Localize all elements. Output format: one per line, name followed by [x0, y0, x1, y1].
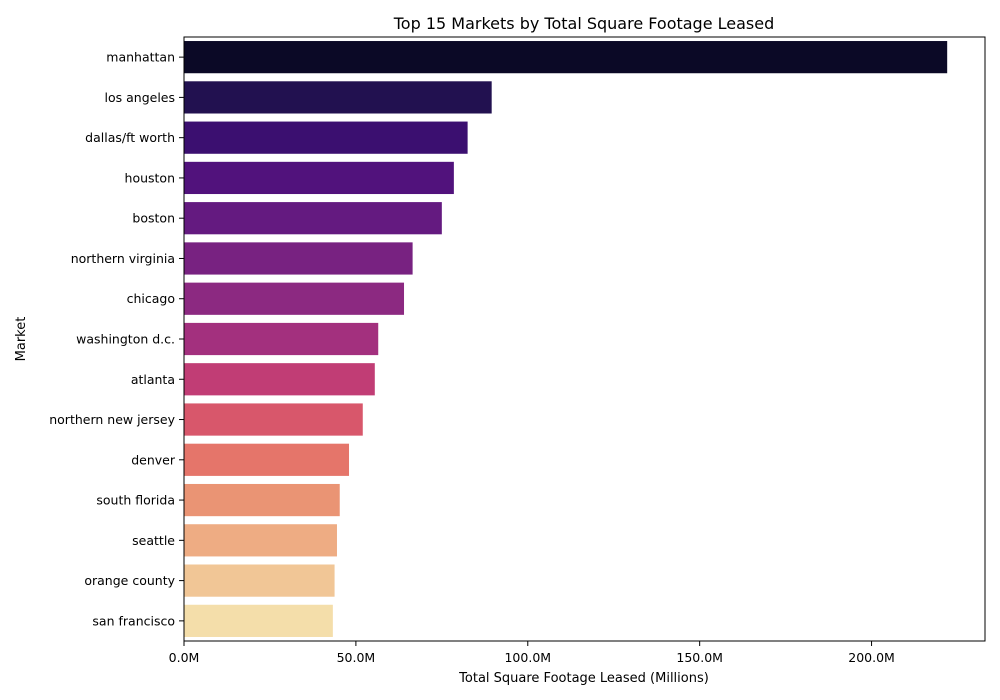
bar-northern-new-jersey [184, 403, 363, 436]
y-tick-label: atlanta [131, 372, 175, 387]
y-axis-label: Market [14, 317, 29, 362]
bar-dallas-ft-worth [184, 121, 468, 154]
bar-orange-county [184, 564, 335, 597]
y-tick-label: denver [131, 452, 176, 467]
y-tick-label: houston [125, 170, 175, 185]
bar-atlanta [184, 363, 375, 396]
y-tick-label: chicago [127, 291, 175, 306]
y-tick-label: seattle [132, 533, 175, 548]
x-ticks: 0.0M 50.0M 100.0M 150.0M 200.0M [169, 641, 895, 665]
bar-washington-d-c- [184, 322, 379, 356]
plot-frame [183, 36, 986, 642]
x-axis-label: Total Square Footage Leased (Millions) [458, 671, 709, 686]
x-tick-label: 200.0M [848, 650, 895, 665]
y-tick-label: dallas/ft worth [85, 130, 175, 145]
x-tick-label: 0.0M [169, 650, 200, 665]
y-tick-label: boston [132, 211, 175, 226]
y-tick-label: northern virginia [71, 251, 175, 266]
y-tick-label: san francisco [92, 613, 175, 628]
y-tick-labels: manhattan los angeles dallas/ft worth houst… [49, 50, 184, 628]
x-tick-label: 100.0M [504, 650, 551, 665]
y-tick-label: northern new jersey [49, 412, 175, 427]
y-tick-label: manhattan [106, 50, 175, 65]
bars-group [184, 41, 948, 637]
bar-manhattan [184, 41, 948, 74]
x-tick-label: 50.0M [337, 650, 376, 665]
bar-northern-virginia [184, 242, 413, 275]
bar-denver [184, 443, 350, 476]
bar-chicago [184, 282, 405, 315]
bar-san-francisco [184, 604, 333, 637]
y-tick-label: los angeles [105, 90, 176, 105]
bar-houston [184, 161, 454, 195]
chart-title: Top 15 Markets by Total Square Footage L… [393, 14, 775, 33]
bar-seattle [184, 524, 337, 557]
x-tick-label: 150.0M [676, 650, 723, 665]
bar-los-angeles [184, 81, 492, 114]
bar-south-florida [184, 483, 340, 517]
y-tick-label: washington d.c. [76, 332, 175, 347]
bar-boston [184, 202, 442, 235]
y-tick-label: south florida [96, 493, 175, 508]
y-tick-label: orange county [84, 573, 175, 588]
